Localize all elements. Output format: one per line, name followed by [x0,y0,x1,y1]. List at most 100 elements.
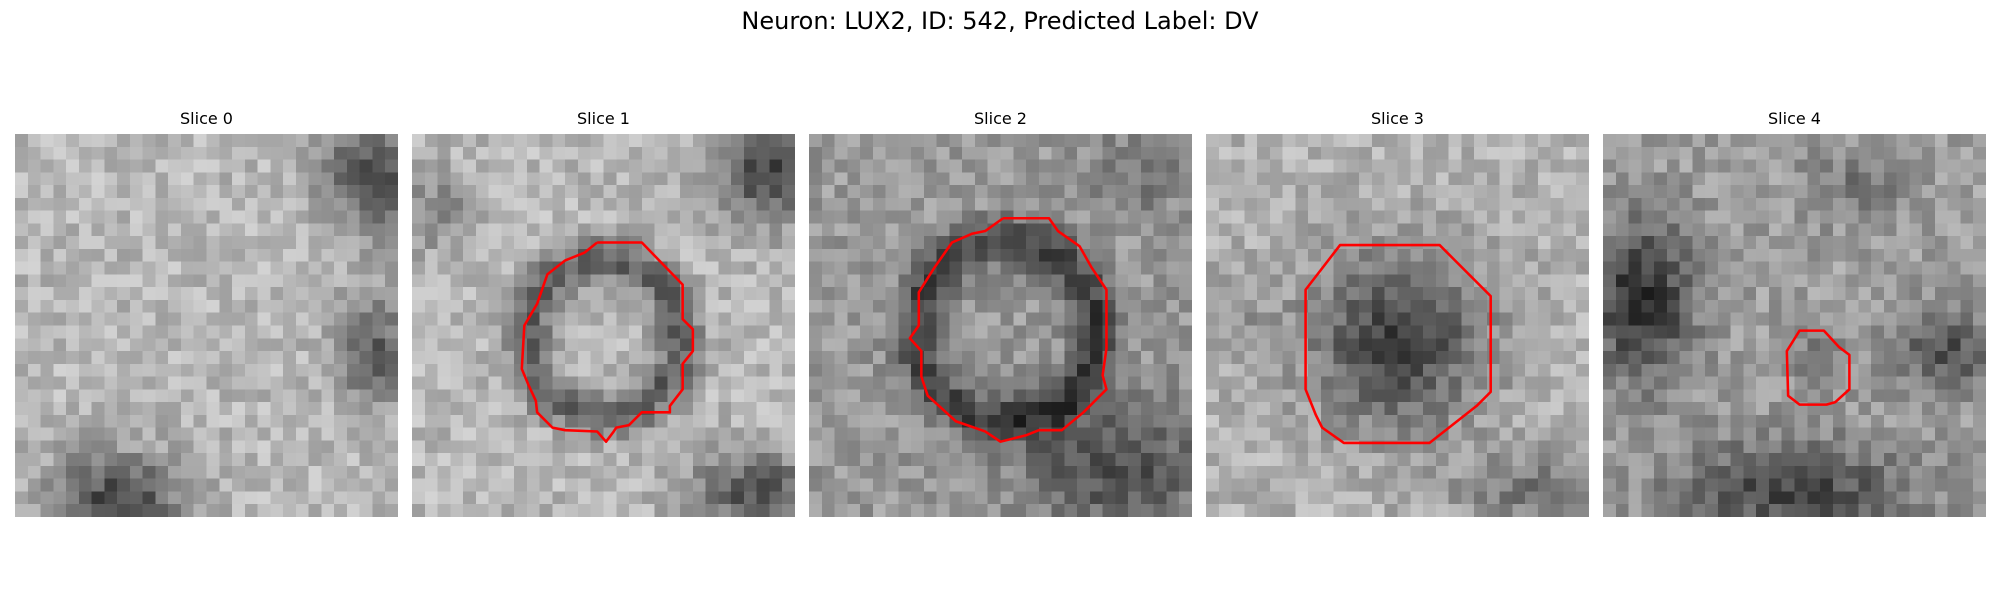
image-pixel [1001,313,1014,326]
image-pixel [1935,185,1948,198]
image-pixel [1359,389,1372,402]
image-pixel [372,504,385,517]
image-pixel [1410,147,1423,160]
image-pixel [769,453,782,466]
image-pixel [1846,364,1859,377]
image-pixel [1154,147,1167,160]
image-pixel [309,236,322,249]
image-pixel [1603,185,1616,198]
image-pixel [450,504,463,517]
image-pixel [1833,479,1846,492]
image-pixel [667,287,680,300]
image-pixel [911,262,924,275]
image-pixel [718,479,731,492]
image-pixel [860,389,873,402]
image-pixel [642,326,655,339]
image-pixel [28,236,41,249]
image-pixel [873,211,886,224]
image-pixel [1487,172,1500,185]
image-pixel [219,236,232,249]
image-pixel [1705,504,1718,517]
image-pixel [757,326,770,339]
image-pixel [117,198,130,211]
image-pixel [181,466,194,479]
image-pixel [1833,147,1846,160]
image-pixel [1731,338,1744,351]
image-pixel [540,134,553,147]
image-pixel [924,287,937,300]
image-pixel [1551,466,1564,479]
image-pixel [847,313,860,326]
image-pixel [1206,453,1219,466]
image-pixel [194,287,207,300]
image-pixel [463,134,476,147]
image-pixel [181,262,194,275]
image-pixel [1769,249,1782,262]
image-pixel [1461,236,1474,249]
image-pixel [822,428,835,441]
image-pixel [1128,326,1141,339]
image-pixel [155,300,168,313]
image-pixel [924,236,937,249]
image-pixel [898,428,911,441]
image-pixel [1500,262,1513,275]
image-pixel [1257,287,1270,300]
image-pixel [15,300,28,313]
image-pixel [501,185,514,198]
image-pixel [1166,440,1179,453]
image-pixel [117,249,130,262]
image-pixel [321,160,334,173]
image-pixel [718,466,731,479]
image-pixel [1372,326,1385,339]
image-pixel [334,147,347,160]
image-pixel [41,338,54,351]
image-pixel [1219,223,1232,236]
image-pixel [28,453,41,466]
image-pixel [1909,428,1922,441]
image-pixel [1115,134,1128,147]
image-pixel [15,479,28,492]
image-pixel [886,236,899,249]
image-pixel [117,504,130,517]
image-pixel [1232,223,1245,236]
image-pixel [130,389,143,402]
image-pixel [565,134,578,147]
image-pixel [860,377,873,390]
image-pixel [886,338,899,351]
image-pixel [822,274,835,287]
image-pixel [104,364,117,377]
image-pixel [975,504,988,517]
image-pixel [1013,236,1026,249]
image-pixel [232,338,245,351]
image-pixel [898,415,911,428]
image-pixel [1731,491,1744,504]
image-pixel [604,198,617,211]
image-pixel [143,377,156,390]
image-pixel [1179,466,1192,479]
image-pixel [1756,198,1769,211]
image-pixel [591,198,604,211]
image-pixel [92,504,105,517]
image-pixel [194,491,207,504]
image-pixel [1141,223,1154,236]
image-pixel [1372,338,1385,351]
image-pixel [1359,351,1372,364]
image-pixel [1616,300,1629,313]
image-pixel [655,415,668,428]
image-pixel [489,428,502,441]
image-pixel [1321,351,1334,364]
image-pixel [1576,223,1589,236]
image-pixel [1538,504,1551,517]
image-pixel [1206,428,1219,441]
image-pixel [334,440,347,453]
image-pixel [1769,351,1782,364]
image-pixel [360,160,373,173]
image-pixel [873,428,886,441]
image-pixel [1090,287,1103,300]
image-pixel [1283,262,1296,275]
image-pixel [1603,249,1616,262]
image-pixel [1166,504,1179,517]
image-pixel [718,351,731,364]
image-pixel [1372,274,1385,287]
image-pixel [822,377,835,390]
